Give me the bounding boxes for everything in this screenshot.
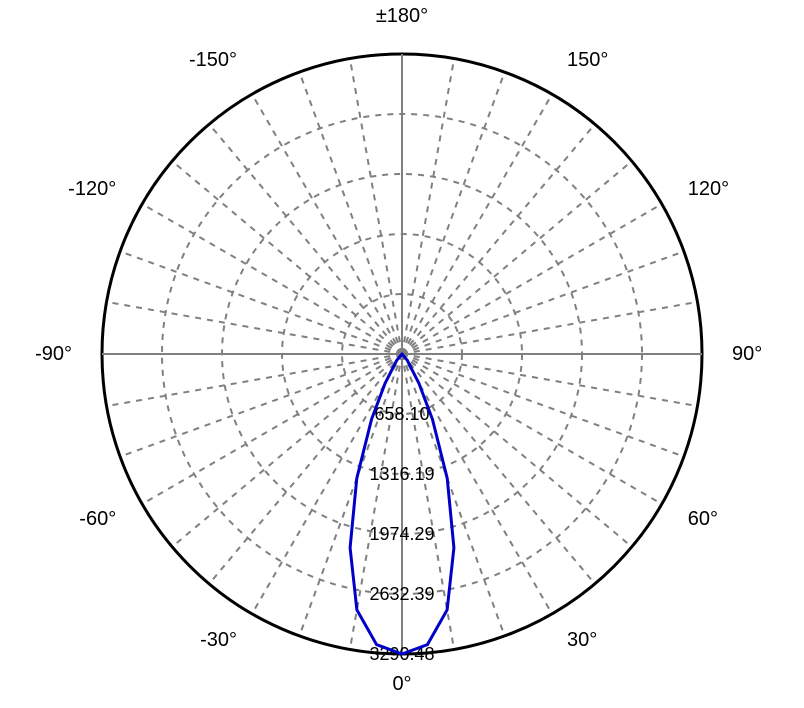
angle-tick-label: -120°: [68, 178, 116, 200]
radial-tick-label: 2632.39: [369, 584, 434, 604]
angle-tick-label: ±180°: [376, 5, 428, 27]
angle-tick-label: -90°: [35, 343, 72, 365]
angle-tick-label: -30°: [200, 629, 237, 651]
radial-tick-label: 1316.19: [369, 464, 434, 484]
angle-tick-label: -150°: [189, 49, 237, 71]
angle-tick-label: 150°: [567, 49, 608, 71]
angle-tick-label: -60°: [79, 508, 116, 530]
radial-tick-label: 658.10: [374, 404, 429, 424]
angle-tick-label: 60°: [688, 508, 718, 530]
radial-tick-label: 1974.29: [369, 524, 434, 544]
angle-tick-label: 30°: [567, 629, 597, 651]
angle-tick-label: 0°: [392, 673, 411, 695]
polar-chart: 658.101316.191974.292632.393290.480°30°6…: [0, 0, 804, 708]
angle-tick-label: 90°: [732, 343, 762, 365]
angle-tick-label: 120°: [688, 178, 729, 200]
